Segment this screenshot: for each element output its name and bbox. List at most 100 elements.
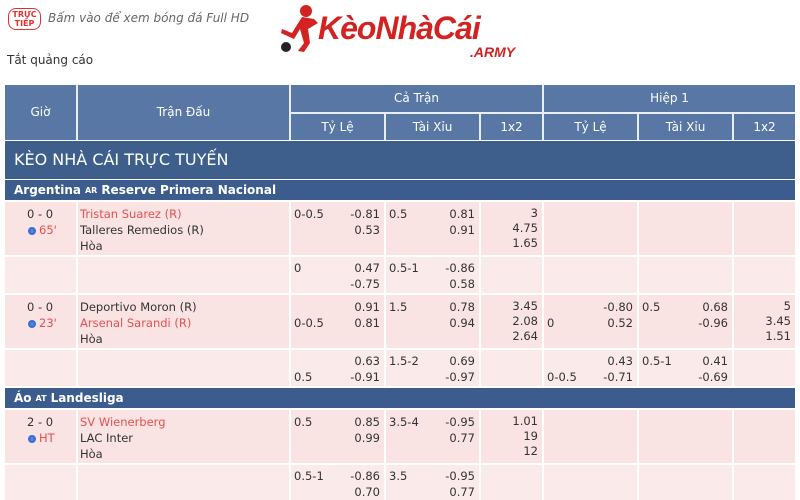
table-cell	[78, 295, 289, 348]
table-cell	[5, 295, 76, 348]
table-cell	[78, 410, 289, 463]
odds: 0.81	[354, 316, 380, 330]
minute: HT	[39, 431, 55, 445]
table-cell	[734, 465, 795, 500]
odds: -0.97	[445, 370, 475, 384]
minute: 23'	[39, 316, 57, 330]
odds: 0.53	[354, 223, 380, 237]
odds: 0.63	[354, 354, 380, 368]
odds-1x2: 3.45	[512, 299, 538, 313]
odds: -0.75	[350, 277, 380, 291]
home-team: Deportivo Moron (R)	[80, 300, 197, 314]
table-cell	[734, 350, 795, 386]
score: 0 - 0	[27, 300, 54, 314]
away-team: LAC Inter	[80, 431, 134, 445]
table-cell	[386, 465, 479, 500]
table-cell	[639, 465, 732, 500]
odds: -0.80	[603, 300, 633, 314]
minute: 65'	[39, 223, 57, 237]
home-team: SV Wienerberg	[80, 415, 166, 429]
total-line: 3.5-4	[389, 415, 419, 429]
away-team: Talleres Remedios (R)	[80, 223, 204, 237]
total-line: 0.5-1	[642, 354, 672, 368]
odds: -0.96	[698, 316, 728, 330]
live-badge[interactable]: TRỰC TIẾP	[8, 8, 41, 30]
table-cell	[386, 350, 479, 386]
odds: 0.77	[449, 485, 475, 499]
odds: -0.71	[603, 370, 633, 384]
table-cell	[5, 202, 76, 255]
odds-1x2: 4.75	[512, 221, 538, 235]
table-cell	[544, 465, 637, 500]
league-row	[5, 388, 795, 408]
header-cell: Cả Trận	[291, 85, 542, 112]
odds: 0.85	[354, 415, 380, 429]
table-cell	[481, 257, 542, 293]
subheader-cell: 1x2	[734, 114, 795, 140]
league-country: Áo	[14, 391, 32, 405]
odds-1x2: 3	[530, 206, 538, 220]
logo[interactable]: KèoNhàCái	[318, 10, 481, 46]
handicap-line: 0	[547, 316, 555, 330]
table-cell	[734, 257, 795, 293]
odds-1x2: 19	[523, 429, 538, 443]
table-cell	[481, 350, 542, 386]
odds: 0.69	[449, 354, 475, 368]
table-cell	[78, 257, 289, 293]
table-cell	[386, 295, 479, 348]
odds: 0.77	[449, 431, 475, 445]
odds: -0.69	[698, 370, 728, 384]
live-icon	[28, 227, 36, 235]
live-icon	[28, 435, 36, 443]
table-cell	[639, 202, 732, 255]
table-cell	[544, 410, 637, 463]
league-code: AR	[84, 186, 98, 195]
league-name: Reserve Primera Nacional	[101, 183, 277, 197]
odds: 0.68	[702, 300, 728, 314]
table-cell	[544, 295, 637, 348]
odds-1x2: 12	[523, 444, 538, 458]
odds: 0.78	[449, 300, 475, 314]
odds: 0.91	[449, 223, 475, 237]
logo-suffix: .ARMY	[470, 44, 516, 60]
odds: 0.70	[354, 485, 380, 499]
table-cell	[291, 350, 384, 386]
table-cell	[291, 257, 384, 293]
handicap-line: 0.5	[294, 415, 313, 429]
table-cell	[386, 202, 479, 255]
logo-icon	[281, 5, 318, 52]
odds: 0.58	[449, 277, 475, 291]
total-line: 0.5	[642, 300, 661, 314]
score: 2 - 0	[27, 415, 54, 429]
table-cell	[544, 350, 637, 386]
odds: 0.43	[607, 354, 633, 368]
handicap-line: 0-0.5	[547, 370, 577, 384]
subheader-cell: Tài Xỉu	[386, 114, 479, 140]
subheader-cell: Tỷ Lệ	[544, 114, 637, 140]
header-cell: Hiệp 1	[544, 85, 795, 112]
table-cell	[481, 202, 542, 255]
table-cell	[544, 257, 637, 293]
odds: -0.86	[350, 469, 380, 483]
hide-ads[interactable]: Tắt quảng cáo	[7, 53, 94, 67]
total-line: 0.5	[389, 207, 408, 221]
total-line: 1.5-2	[389, 354, 419, 368]
odds-1x2: 2.08	[512, 314, 538, 328]
odds: -0.91	[350, 370, 380, 384]
table-cell	[734, 202, 795, 255]
table-cell	[734, 295, 795, 348]
table-cell	[5, 465, 76, 500]
table-cell	[639, 350, 732, 386]
subheader-cell: Tỷ Lệ	[291, 114, 384, 140]
table-cell	[481, 410, 542, 463]
table-cell	[481, 295, 542, 348]
total-line: 3.5	[389, 469, 408, 483]
promo-link[interactable]: Bấm vào để xem bóng đá Full HD	[48, 11, 250, 25]
table-cell	[291, 465, 384, 500]
odds: 0.99	[354, 431, 380, 445]
table-cell	[386, 257, 479, 293]
odds-1x2: 2.64	[512, 329, 538, 343]
table-cell	[5, 350, 76, 386]
header-cell: Trận Đấu	[78, 85, 289, 140]
